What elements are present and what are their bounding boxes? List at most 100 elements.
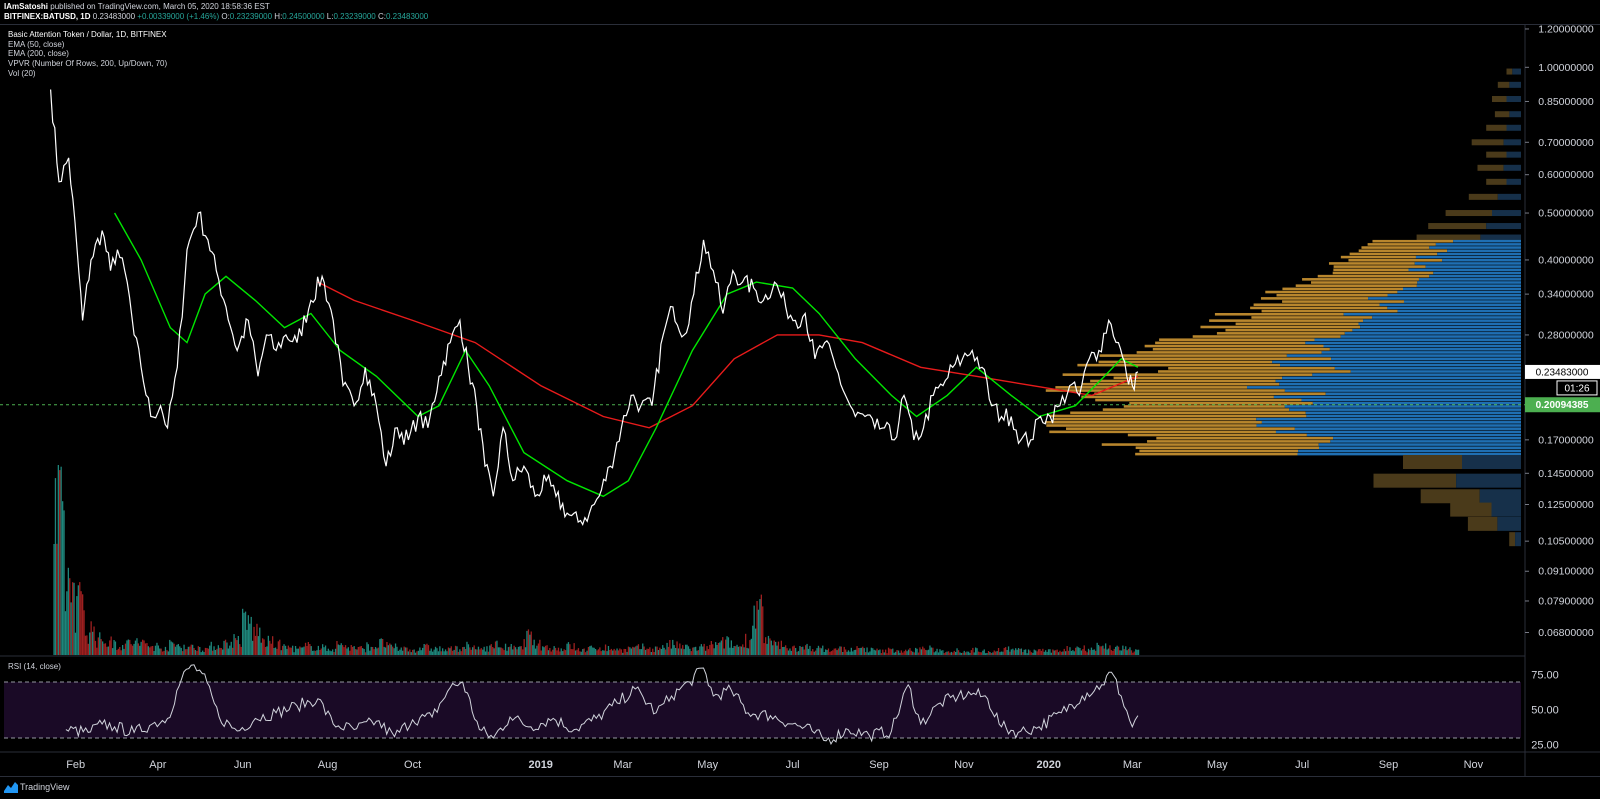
volume-bars — [53, 465, 1140, 655]
volume-bar — [860, 647, 862, 655]
legend-vol[interactable]: Vol (20) — [8, 68, 36, 78]
volume-bar — [592, 647, 594, 655]
vpvr-up-bar — [1358, 249, 1448, 253]
volume-bar — [69, 578, 71, 655]
volume-bar — [699, 646, 701, 655]
volume-bar — [633, 647, 635, 655]
volume-bar — [379, 639, 381, 655]
volume-bar — [997, 648, 1000, 655]
volume-bar — [603, 650, 605, 655]
volume-bar — [835, 648, 837, 655]
volume-bar — [723, 648, 725, 655]
vpvr-down-bar — [1497, 516, 1521, 531]
vpvr-up-bar — [1486, 124, 1507, 131]
volume-bar — [534, 648, 537, 655]
volume-bar — [513, 645, 515, 655]
vpvr-down-bar — [1497, 193, 1521, 200]
volume-bar — [364, 652, 367, 655]
volume-bar — [246, 629, 248, 655]
volume-bar — [1065, 651, 1067, 655]
volume-bar — [486, 646, 488, 655]
volume-bar — [1033, 649, 1035, 655]
author-name: IAmSatoshi — [4, 2, 49, 11]
volume-bar — [780, 640, 782, 655]
volume-bar — [427, 645, 430, 655]
volume-bar — [779, 649, 781, 655]
legend-main[interactable]: Basic Attention Token / Dollar, 1D, BITF… — [8, 30, 167, 39]
volume-bar — [169, 639, 171, 655]
volume-bar — [1000, 651, 1002, 655]
vpvr-down-bar — [1418, 278, 1521, 281]
rsi-legend[interactable]: RSI (14, close) — [8, 662, 61, 671]
volume-bar — [797, 651, 800, 655]
price-tick-label: 0.34000000 — [1538, 289, 1594, 301]
vpvr-down-bar — [1397, 309, 1521, 313]
volume-bar — [1043, 651, 1045, 655]
vpvr-down-bar — [1333, 436, 1521, 440]
price-axis[interactable]: 1.20000000 1.00000000 0.85000000 0.70000000… — [1525, 24, 1594, 640]
vpvr-up-bar — [1102, 408, 1290, 411]
volume-bar — [440, 651, 442, 655]
volume-bar — [982, 650, 984, 655]
volume-bar — [725, 639, 727, 655]
open-value: 0.23239000 — [229, 12, 273, 21]
volume-bar — [549, 648, 551, 655]
legend-ema200[interactable]: EMA (200, close) — [8, 49, 69, 59]
volume-bar — [755, 628, 757, 655]
volume-bar — [269, 640, 271, 655]
volume-bar — [756, 601, 758, 655]
vpvr-up-bar — [1235, 322, 1359, 326]
volume-bar — [227, 648, 229, 655]
volume-bar — [257, 636, 259, 655]
volume-bar — [1129, 647, 1131, 655]
volume-bar — [640, 649, 642, 655]
legend-vpvr[interactable]: VPVR (Number Of Rows, 200, Up/Down, 70) — [8, 59, 168, 69]
legend-ema50[interactable]: EMA (50, close) — [8, 39, 65, 49]
vpvr-down-bar — [1492, 210, 1521, 217]
volume-bar — [970, 650, 972, 655]
vpvr-down-bar — [1358, 322, 1521, 326]
volume-bar — [312, 650, 314, 655]
vpvr-down-bar — [1429, 246, 1521, 249]
volume-bar — [324, 645, 327, 655]
vpvr-up-bar — [1049, 430, 1276, 434]
volume-bar — [1119, 650, 1121, 655]
vpvr-down-bar — [1433, 271, 1521, 275]
time-tick-label: Jul — [786, 759, 800, 771]
volume-bar — [219, 647, 221, 655]
volume-bar — [209, 645, 211, 655]
volume-bar — [917, 652, 920, 655]
volume-bar — [93, 626, 95, 655]
low-value: 0.23239000 — [333, 12, 376, 21]
time-axis[interactable]: Feb Apr Jun Aug Oct 2019 Mar May Jul Sep Nov 2020 Ma… — [66, 759, 1483, 771]
volume-bar — [184, 649, 187, 655]
volume-bar — [353, 646, 355, 655]
volume-bar — [183, 644, 185, 655]
volume-bar — [314, 650, 317, 655]
vpvr-up-bar — [1349, 252, 1438, 256]
volume-bar — [875, 650, 877, 655]
volume-bar — [62, 501, 64, 655]
volume-bar — [1032, 652, 1034, 655]
volume-bar — [556, 650, 558, 655]
volume-bar — [829, 651, 831, 655]
volume-bar — [826, 650, 828, 655]
vpvr-down-bar — [1425, 265, 1521, 268]
volume-bar — [102, 641, 104, 655]
volume-bar — [959, 652, 961, 655]
volume-bar — [596, 650, 598, 655]
vpvr-down-bar — [1480, 234, 1521, 241]
vpvr-down-bar — [1479, 489, 1521, 504]
vpvr-down-bar — [1306, 414, 1521, 418]
volume-bar — [467, 644, 470, 655]
vpvr-up-bar — [1265, 290, 1398, 294]
volume-bar — [232, 647, 234, 655]
volume-bar — [656, 646, 658, 655]
volume-bar — [1039, 649, 1041, 655]
volume-bar — [913, 652, 915, 655]
price-tick-label: 0.17000000 — [1538, 434, 1594, 446]
volume-bar — [820, 648, 822, 655]
price-chart[interactable]: 1.20000000 1.00000000 0.85000000 0.70000000… — [0, 0, 1600, 776]
volume-bar — [289, 647, 291, 655]
volume-bar — [494, 641, 497, 655]
